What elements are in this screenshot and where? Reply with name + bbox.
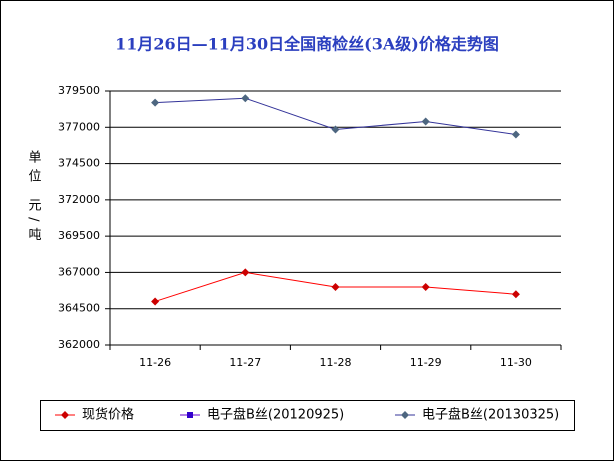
x-tick-label: 11-28 <box>320 356 352 369</box>
legend-box <box>40 400 575 431</box>
y-tick-label: 369500 <box>58 229 100 242</box>
y-tick-label: 367000 <box>58 265 100 278</box>
marker <box>421 117 430 126</box>
marker <box>331 125 340 134</box>
marker <box>511 130 520 139</box>
marker <box>241 268 250 277</box>
marker <box>61 411 69 419</box>
marker <box>241 94 250 103</box>
y-tick-label: 372000 <box>58 193 100 206</box>
legend-label: 现货价格 <box>82 407 134 423</box>
y-tick-label: 377000 <box>58 120 100 133</box>
legend-label: 电子盘B丝(20120925) <box>207 407 344 423</box>
marker <box>511 290 520 299</box>
marker <box>151 297 160 306</box>
x-tick-label: 11-26 <box>139 356 171 369</box>
y-tick-label: 362000 <box>58 338 100 351</box>
x-tick-label: 11-29 <box>410 356 442 369</box>
marker <box>187 412 193 418</box>
x-tick-label: 11-30 <box>500 356 532 369</box>
x-tick-label: 11-27 <box>229 356 261 369</box>
chart-title: 11月26日—11月30日全国商检丝(3A级)价格走势图 <box>115 35 499 54</box>
y-tick-label: 379500 <box>58 84 100 97</box>
marker <box>401 411 409 419</box>
y-tick-label: 364500 <box>58 302 100 315</box>
marker <box>421 282 430 291</box>
y-tick-label: 374500 <box>58 157 100 170</box>
marker <box>331 282 340 291</box>
legend-label: 电子盘B丝(20130325) <box>422 407 559 423</box>
marker <box>151 98 160 107</box>
y-axis-label: 单位 元/吨 <box>26 150 42 247</box>
